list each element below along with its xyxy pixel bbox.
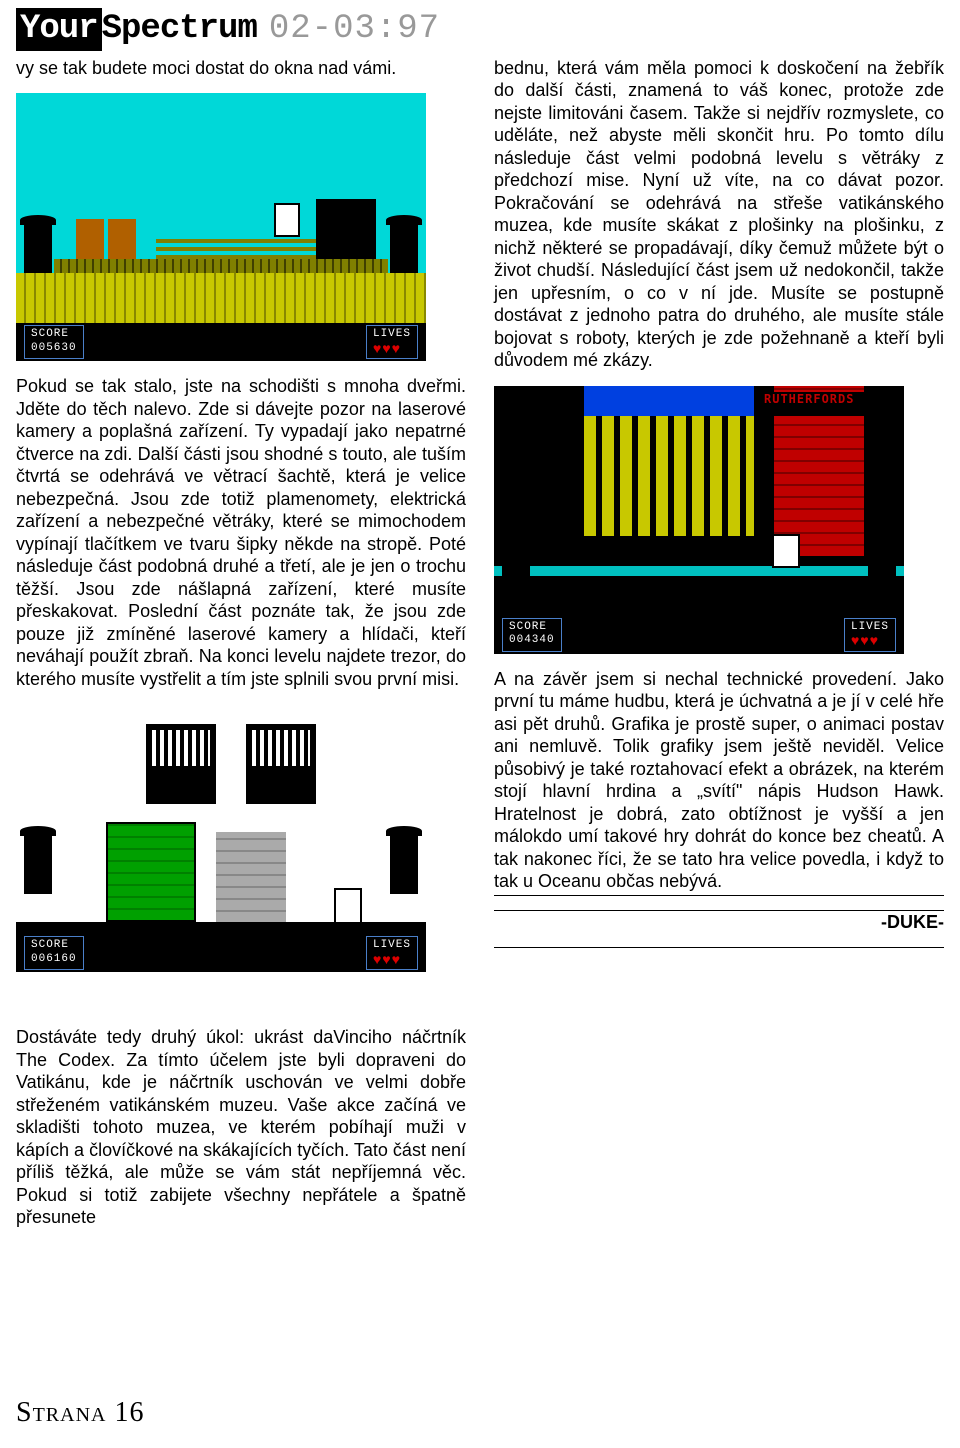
- author-signature: -DUKE-: [494, 910, 944, 934]
- paragraph-1: vy se tak budete moci dostat do okna nad…: [16, 57, 466, 80]
- paragraph-3: bednu, která vám měla pomoci k doskočení…: [494, 57, 944, 372]
- lives-box: LIVES ♥♥♥: [844, 618, 896, 652]
- screenshot-hud: SCORE 004340 LIVES ♥♥♥: [494, 616, 904, 654]
- score-label: SCORE: [31, 328, 77, 342]
- screenshot-scene: RUTHERFORDS: [494, 386, 904, 616]
- game-screenshot-3: RUTHERFORDS SCORE 004340 LIVES ♥♥♥: [494, 386, 904, 654]
- score-value: 004340: [509, 634, 555, 648]
- heart-icon: ♥♥♥: [373, 953, 411, 971]
- score-box: SCORE 005630: [24, 325, 84, 359]
- guard-figure: [868, 516, 896, 576]
- magazine-title: YourSpectrum: [16, 8, 257, 51]
- score-label: SCORE: [31, 939, 77, 953]
- lives-box: LIVES ♥♥♥: [366, 325, 418, 359]
- screenshot-hud: SCORE 006160 LIVES ♥♥♥: [16, 934, 426, 972]
- paragraph-5: Dostáváte tedy druhý úkol: ukrást daVinc…: [16, 1026, 466, 1229]
- paragraph-4: A na závěr jsem si nechal technické prov…: [494, 668, 944, 893]
- score-box: SCORE 004340: [502, 618, 562, 652]
- score-value: 006160: [31, 953, 77, 967]
- heart-icon: ♥♥♥: [373, 342, 411, 360]
- guard-figure: [390, 834, 418, 894]
- left-column: vy se tak budete moci dostat do okna nad…: [16, 57, 466, 987]
- page-header: YourSpectrum 02-03:97: [16, 8, 944, 51]
- score-value: 005630: [31, 342, 77, 356]
- page-footer: Strana 16: [16, 1395, 144, 1430]
- lives-label: LIVES: [851, 621, 889, 635]
- player-sprite: [336, 890, 360, 922]
- game-screenshot-2: SCORE 006160 LIVES ♥♥♥: [16, 704, 426, 972]
- content-columns: vy se tak budete moci dostat do okna nad…: [16, 57, 944, 987]
- issue-number: 02-03:97: [269, 8, 440, 51]
- guard-figure: [502, 516, 530, 576]
- heart-icon: ♥♥♥: [851, 634, 889, 652]
- score-box: SCORE 006160: [24, 936, 84, 970]
- right-column: bednu, která vám měla pomoci k doskočení…: [494, 57, 944, 987]
- divider: [494, 947, 944, 948]
- screenshot-hud: SCORE 005630 LIVES ♥♥♥: [16, 323, 426, 361]
- title-part-1: Your: [16, 8, 102, 51]
- store-sign: RUTHERFORDS: [764, 392, 874, 416]
- paragraph-2: Pokud se tak stalo, jste na schodišti s …: [16, 375, 466, 690]
- lives-box: LIVES ♥♥♥: [366, 936, 418, 970]
- game-screenshot-1: SCORE 005630 LIVES ♥♥♥: [16, 93, 426, 361]
- player-sprite: [276, 205, 298, 235]
- title-part-2: Spectrum: [102, 8, 257, 51]
- player-sprite: [774, 536, 798, 566]
- lives-label: LIVES: [373, 939, 411, 953]
- guard-figure: [24, 834, 52, 894]
- lives-label: LIVES: [373, 328, 411, 342]
- score-label: SCORE: [509, 621, 555, 635]
- screenshot-scene: [16, 704, 426, 934]
- screenshot-scene: [16, 93, 426, 323]
- divider: [494, 895, 944, 896]
